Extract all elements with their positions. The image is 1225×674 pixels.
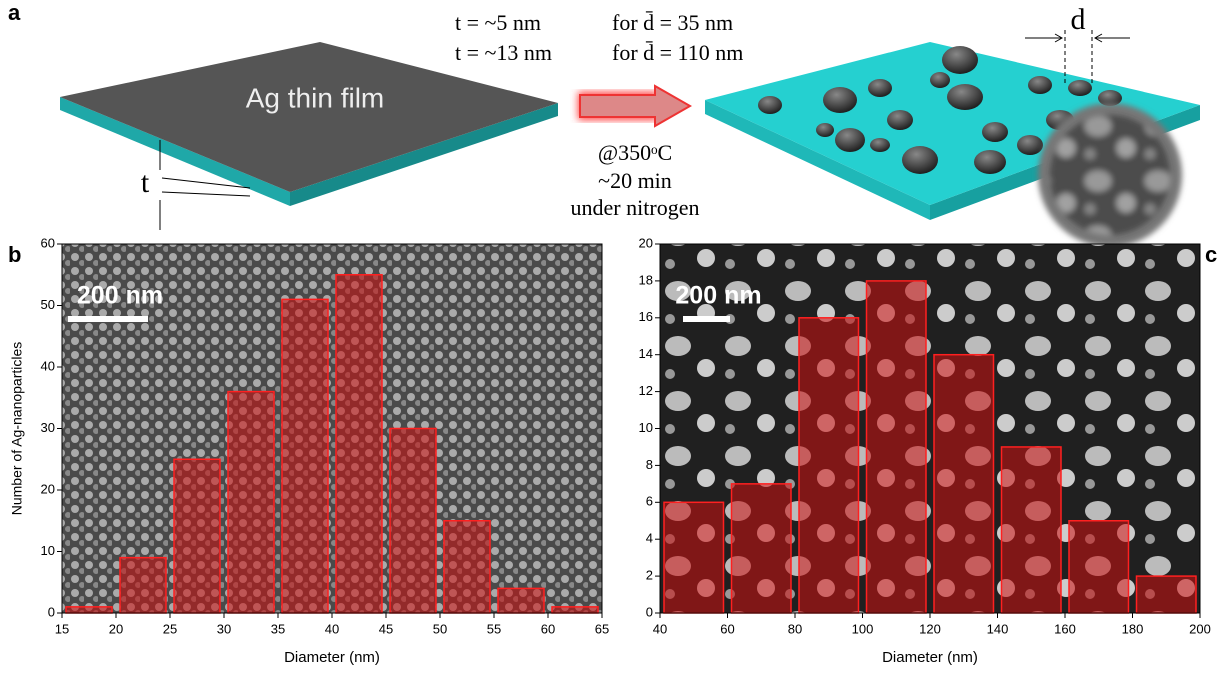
y-tick-label: 0	[646, 604, 653, 619]
condition: for d̄ = 35 nm	[612, 10, 733, 35]
bar	[551, 606, 599, 614]
diameter-arrows	[1025, 33, 1130, 43]
sem-inset	[1050, 115, 1170, 235]
process: ~20 min	[598, 168, 672, 193]
x-tick-label: 30	[217, 621, 231, 636]
bar	[65, 606, 113, 614]
bar	[730, 483, 792, 614]
process: @350ᵒC	[598, 140, 672, 165]
film-label: Ag thin film	[246, 82, 385, 113]
bar	[389, 427, 437, 614]
diameter-symbol: d	[1071, 3, 1086, 36]
bar	[798, 317, 860, 614]
bar	[1000, 446, 1062, 614]
bar	[497, 587, 545, 614]
x-tick-label: 180	[1122, 621, 1144, 636]
panel-label: b	[8, 242, 21, 267]
y-tick-label: 50	[41, 297, 55, 312]
condition: for d̄ = 110 nm	[612, 40, 743, 65]
y-tick-label: 0	[48, 604, 55, 619]
bar	[335, 274, 383, 614]
x-tick-label: 140	[987, 621, 1009, 636]
y-tick-label: 16	[639, 309, 653, 324]
panel-label: a	[8, 0, 21, 25]
bar	[119, 556, 167, 614]
scale-bar-label: 200 nm	[675, 282, 761, 310]
y-tick-label: 18	[639, 272, 653, 287]
chart: 0 2 4 6 8 10 12 14 16 18 20 40 60 80 100 120 140 160 180 20…	[639, 235, 1218, 666]
condition: t = ~13 nm	[455, 40, 552, 65]
scale-bar	[68, 316, 148, 322]
x-tick-label: 200	[1189, 621, 1211, 636]
x-tick-label: 120	[919, 621, 941, 636]
x-axis-label: Diameter (nm)	[284, 649, 380, 666]
x-tick-label: 60	[720, 621, 734, 636]
y-tick-label: 4	[646, 531, 653, 546]
y-tick-label: 8	[646, 457, 653, 472]
scale-bar-label: 200 nm	[77, 282, 163, 310]
x-tick-label: 160	[1054, 621, 1076, 636]
y-axis-label: Number of Ag-nanoparticles	[9, 342, 25, 516]
x-tick-label: 65	[595, 621, 609, 636]
film-side	[290, 103, 558, 206]
x-tick-label: 40	[325, 621, 339, 636]
x-tick-label: 100	[852, 621, 874, 636]
bar	[1135, 575, 1197, 614]
film-side	[60, 97, 290, 206]
x-axis-label: Diameter (nm)	[882, 649, 978, 666]
scale-bar	[683, 316, 730, 322]
nanoparticles	[758, 46, 1122, 174]
process: under nitrogen	[571, 195, 700, 220]
x-tick-label: 20	[109, 621, 123, 636]
y-tick-label: 10	[41, 543, 55, 558]
bar	[173, 458, 221, 614]
x-tick-label: 80	[788, 621, 802, 636]
y-tick-label: 2	[646, 568, 653, 583]
y-tick-label: 20	[41, 481, 55, 496]
bar	[443, 520, 491, 614]
sem-image	[62, 244, 602, 613]
substrate-side	[705, 100, 930, 220]
x-tick-label: 40	[653, 621, 667, 636]
bar	[281, 298, 329, 614]
x-tick-label: 25	[163, 621, 177, 636]
panel-label: c	[1205, 242, 1217, 267]
x-tick-label: 50	[433, 621, 447, 636]
chart: 0 10 20 30 40 50 60 15 20 25 30 35 40 45 50 55 60 65 Diame…	[8, 235, 609, 666]
arrow	[579, 84, 693, 128]
condition: t = ~5 nm	[455, 10, 541, 35]
film-top	[60, 42, 558, 192]
y-tick-label: 20	[639, 235, 653, 250]
y-tick-label: 60	[41, 235, 55, 250]
bar	[865, 280, 927, 614]
x-tick-label: 60	[541, 621, 555, 636]
diameter-marker	[1064, 30, 1093, 85]
y-tick-label: 40	[41, 358, 55, 373]
bar	[227, 390, 275, 614]
y-tick-label: 6	[646, 494, 653, 509]
x-tick-label: 45	[379, 621, 393, 636]
x-tick-label: 35	[271, 621, 285, 636]
bar	[663, 501, 725, 614]
schematic: a Ag thin film t t = ~5 nm for d̄ = 35 n…	[8, 0, 1200, 247]
bar	[933, 353, 995, 614]
thickness-symbol: t	[141, 166, 150, 199]
x-tick-label: 55	[487, 621, 501, 636]
y-tick-label: 12	[639, 383, 653, 398]
y-tick-label: 30	[41, 420, 55, 435]
x-tick-label: 15	[55, 621, 69, 636]
y-tick-label: 14	[639, 346, 653, 361]
y-tick-label: 10	[639, 420, 653, 435]
thickness-marker	[159, 140, 251, 230]
bar	[1068, 520, 1130, 614]
